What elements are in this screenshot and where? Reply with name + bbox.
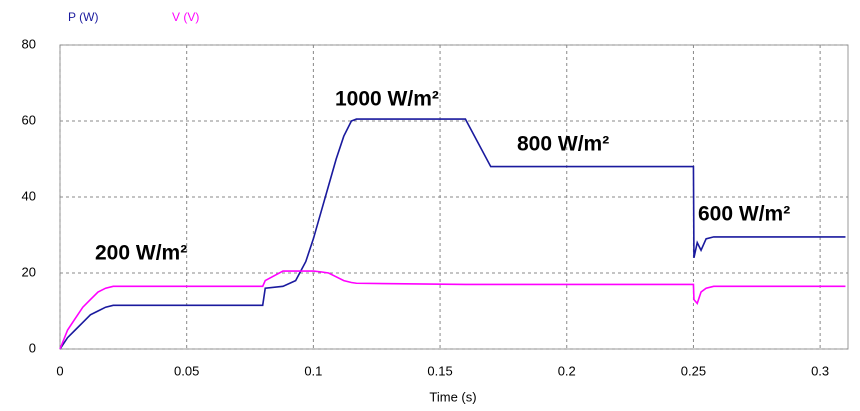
legend-entry: V (V) — [172, 10, 199, 24]
plot-area — [59, 44, 849, 350]
y-tick-label: 80 — [22, 36, 36, 51]
x-tick-label: 0.2 — [558, 363, 576, 378]
annotation: 200 W/m² — [95, 242, 187, 265]
annotation: 600 W/m² — [698, 203, 790, 226]
series-line — [59, 270, 846, 350]
y-tick-label: 40 — [22, 188, 36, 203]
annotation: 1000 W/m² — [335, 88, 439, 111]
x-tick-label: 0.3 — [811, 363, 829, 378]
x-tick-label: 0.05 — [174, 363, 199, 378]
x-tick-label: 0.25 — [681, 363, 706, 378]
y-tick-label: 60 — [22, 112, 36, 127]
x-tick-label: 0.1 — [304, 363, 322, 378]
annotation: 800 W/m² — [517, 133, 609, 156]
series-line — [59, 118, 846, 350]
x-axis-label: Time (s) — [429, 389, 476, 404]
x-tick-label: 0.15 — [427, 363, 452, 378]
x-tick-label: 0 — [56, 363, 63, 378]
y-tick-label: 20 — [22, 264, 36, 279]
y-tick-label: 0 — [29, 340, 36, 355]
legend-entry: P (W) — [68, 10, 98, 24]
